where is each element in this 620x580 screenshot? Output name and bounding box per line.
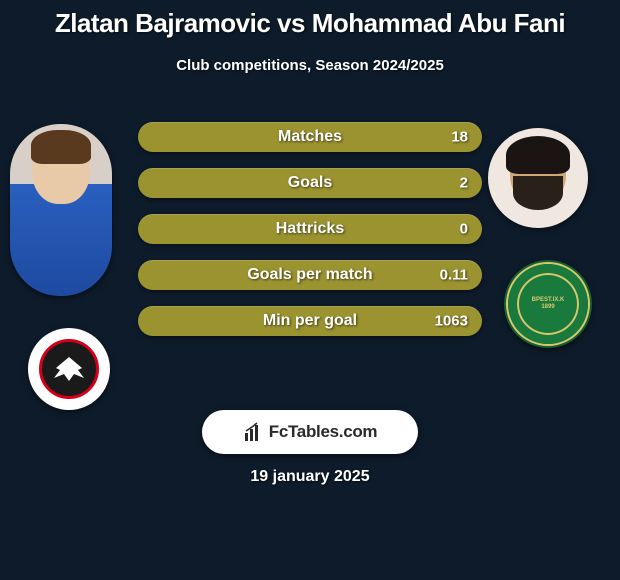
stat-value: 2 bbox=[460, 175, 468, 192]
club-left-badge bbox=[28, 328, 110, 410]
stat-bar-mpg: Min per goal 1063 bbox=[138, 306, 482, 336]
stat-value: 0.11 bbox=[440, 267, 468, 284]
subtitle: Club competitions, Season 2024/2025 bbox=[0, 57, 620, 74]
player-right-avatar bbox=[488, 128, 588, 228]
stat-label: Min per goal bbox=[138, 312, 482, 330]
stat-value: 18 bbox=[451, 129, 468, 146]
stat-value: 1063 bbox=[435, 313, 468, 330]
eagle-icon bbox=[48, 354, 90, 384]
stat-label: Matches bbox=[138, 128, 482, 146]
stat-bar-matches: Matches 18 bbox=[138, 122, 482, 152]
page-title: Zlatan Bajramovic vs Mohammad Abu Fani bbox=[0, 0, 620, 39]
club-right-text: BPEST.IX.K 1899 bbox=[526, 297, 570, 311]
stat-bar-goals: Goals 2 bbox=[138, 168, 482, 198]
stat-label: Hattricks bbox=[138, 220, 482, 238]
stats-container: Matches 18 Goals 2 Hattricks 0 Goals per… bbox=[138, 122, 482, 352]
date-label: 19 january 2025 bbox=[0, 468, 620, 486]
stat-bar-gpm: Goals per match 0.11 bbox=[138, 260, 482, 290]
stat-label: Goals per match bbox=[138, 266, 482, 284]
brand-text: FcTables.com bbox=[269, 422, 378, 442]
player-left-avatar bbox=[10, 124, 112, 296]
stat-label: Goals bbox=[138, 174, 482, 192]
club-right-badge: BPEST.IX.K 1899 bbox=[504, 260, 592, 348]
chart-icon bbox=[243, 421, 265, 443]
stat-bar-hattricks: Hattricks 0 bbox=[138, 214, 482, 244]
brand-pill[interactable]: FcTables.com bbox=[202, 410, 418, 454]
stat-value: 0 bbox=[460, 221, 468, 238]
